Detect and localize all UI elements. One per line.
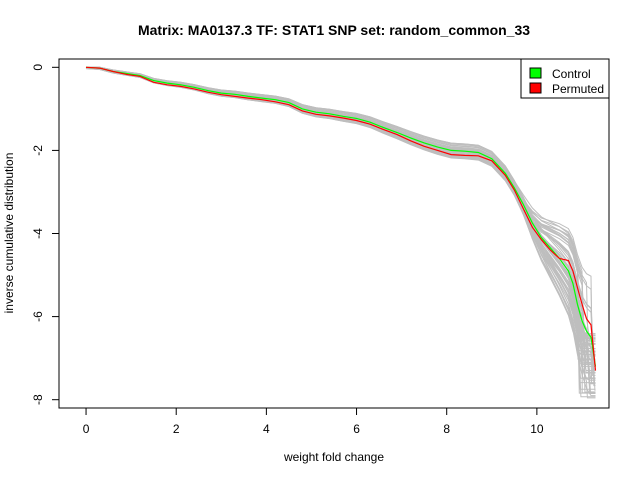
x-tick-label: 4 xyxy=(263,422,270,436)
y-tick-label: -2 xyxy=(31,145,45,156)
permutation-curve xyxy=(85,67,596,338)
y-tick-label: -8 xyxy=(31,394,45,405)
x-tick-label: 8 xyxy=(443,422,450,436)
y-axis-label: inverse cumulative distribution xyxy=(2,153,16,314)
y-tick-label: 0 xyxy=(31,64,45,71)
permutation-curve xyxy=(85,66,596,352)
permutation-curve xyxy=(85,68,596,349)
legend-swatch-control xyxy=(529,67,542,79)
chart-title: Matrix: MA0137.3 TF: STAT1 SNP set: rand… xyxy=(138,22,530,38)
permutation-curve xyxy=(85,67,596,350)
series-line-permuted xyxy=(85,66,597,371)
x-axis-label: weight fold change xyxy=(283,450,384,464)
permutation-curve xyxy=(85,66,596,349)
legend-label-control: Control xyxy=(552,67,591,81)
series-group xyxy=(85,66,597,371)
permutation-curve xyxy=(85,66,596,353)
permutation-curve xyxy=(85,68,596,365)
x-tick-label: 6 xyxy=(353,422,360,436)
permutation-curve xyxy=(85,66,596,353)
y-tick-label: -6 xyxy=(31,311,45,322)
permutation-curve xyxy=(85,66,596,379)
permutation-curve xyxy=(86,66,596,340)
legend-label-permuted: Permuted xyxy=(552,82,604,96)
background-series-group xyxy=(85,66,596,399)
x-tick-label: 10 xyxy=(530,422,544,436)
x-axis: 0 2 4 6 8 10 xyxy=(83,407,544,436)
x-tick-label: 0 xyxy=(83,422,90,436)
y-tick-label: -4 xyxy=(31,228,45,239)
permutation-curve xyxy=(85,66,596,356)
x-tick-label: 2 xyxy=(173,422,180,436)
y-axis: 0 -2 -4 -6 -8 xyxy=(31,64,60,405)
legend-swatch-permuted xyxy=(529,82,542,94)
